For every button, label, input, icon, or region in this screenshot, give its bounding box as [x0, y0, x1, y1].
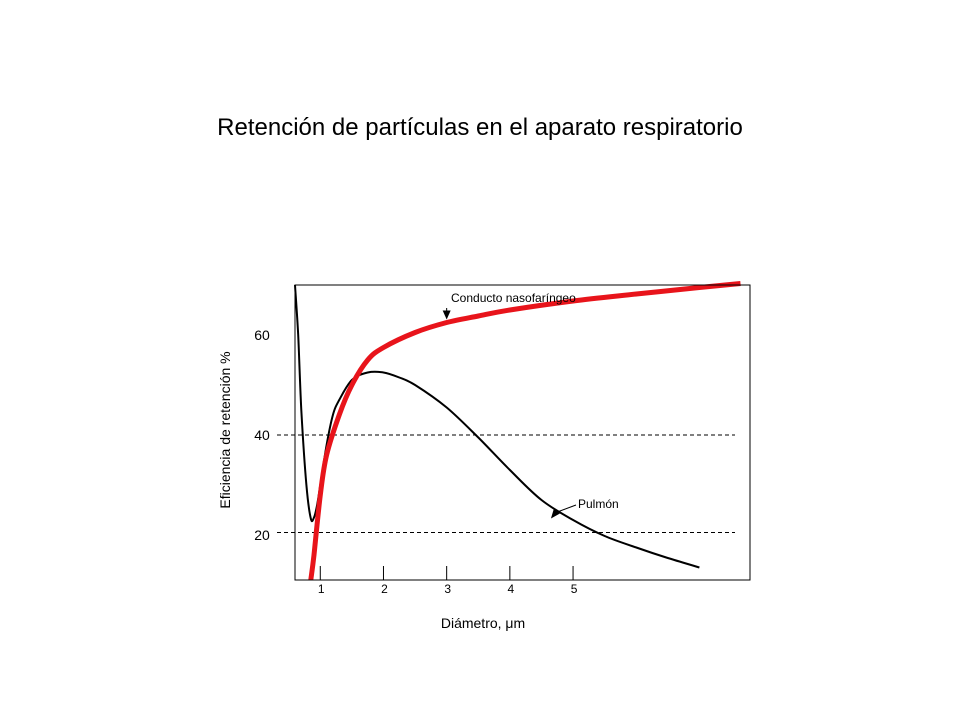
x-tick-label: 5: [571, 582, 578, 596]
nasopharyngeal-curve: [308, 281, 741, 581]
annotation-arrowhead: [442, 310, 451, 320]
annotation-arrowhead: [550, 508, 560, 519]
x-tick-label: 2: [381, 582, 388, 596]
x-axis-label: Diámetro, μm: [441, 615, 525, 631]
annotations: Conducto nasofaríngeo Pulmón: [442, 291, 619, 519]
reference-lines: [277, 434, 735, 533]
x-tick-label: 4: [508, 582, 515, 596]
x-axis-ticks: 1 2 3 4 5: [318, 566, 578, 596]
x-tick-label: 3: [444, 582, 451, 596]
y-tick-label: 40: [254, 427, 270, 443]
annotation-arrow-line: [555, 504, 577, 513]
x-tick-label: 1: [318, 582, 325, 596]
annotation-nasopharyngeal: Conducto nasofaríngeo: [451, 291, 576, 305]
y-tick-label: 20: [254, 527, 270, 543]
annotation-lung: Pulmón: [578, 497, 619, 511]
chart-title: Retención de partículas en el aparato re…: [217, 114, 743, 141]
plot-frame: [294, 284, 751, 581]
y-axis-label: Eficiencia de retención %: [217, 351, 233, 508]
y-axis-ticks: 20 40 60: [254, 327, 270, 543]
y-tick-label: 60: [254, 327, 270, 343]
series-group: [294, 281, 741, 581]
lung-curve: [294, 284, 700, 569]
